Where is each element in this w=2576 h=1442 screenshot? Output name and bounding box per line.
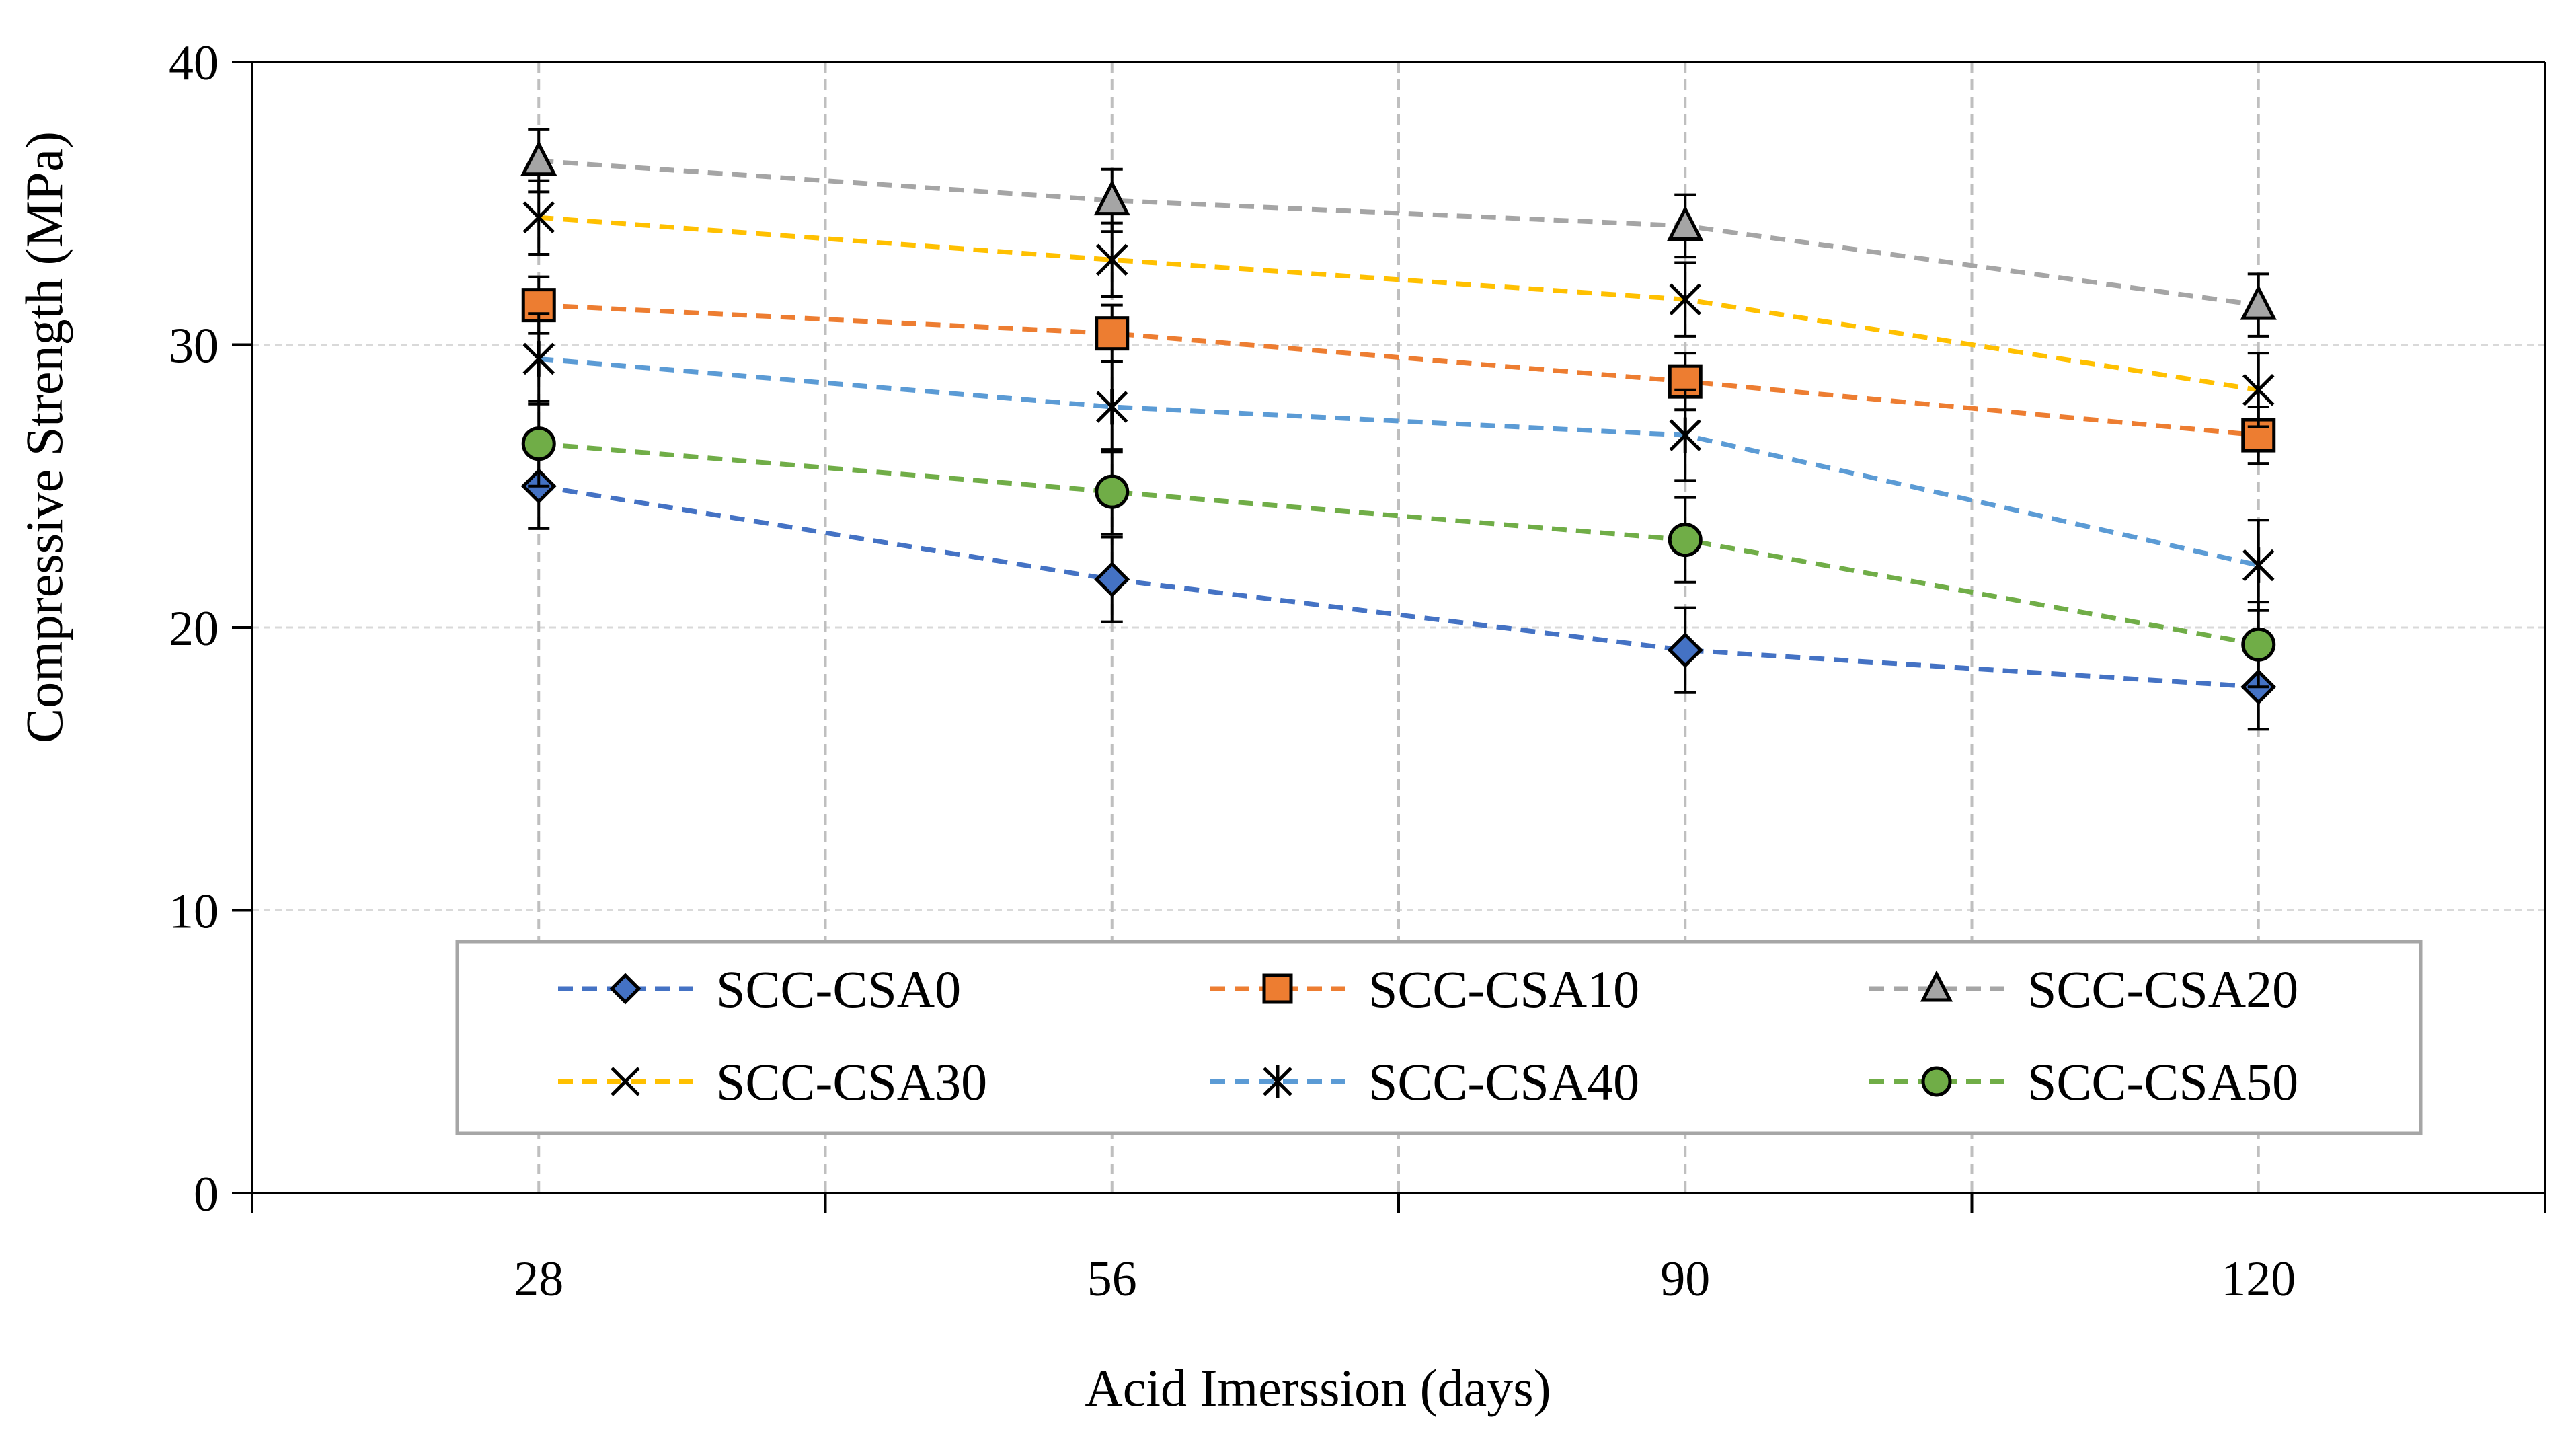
legend-marker <box>1263 1065 1292 1098</box>
legend-marker <box>611 1067 640 1096</box>
marker-stroke <box>1669 283 1702 315</box>
data-point <box>1667 205 1704 241</box>
y-tick-label: 20 <box>169 601 219 656</box>
data-point <box>1667 632 1703 669</box>
data-point <box>1095 474 1130 509</box>
y-tick-label: 0 <box>194 1167 219 1222</box>
legend-box <box>455 940 2423 1135</box>
series-group <box>520 128 2277 731</box>
series-scc-csa30 <box>522 179 2275 428</box>
series-scc-csa20 <box>520 128 2277 338</box>
data-point <box>1094 561 1130 598</box>
data-point <box>2242 547 2275 583</box>
legend-item-scc-csa20: SCC-CSA20 <box>1869 960 2298 1018</box>
series-line <box>539 303 2259 438</box>
legend-marker <box>1921 1066 1952 1097</box>
legend-marker <box>1262 973 1293 1004</box>
series-line <box>538 441 2259 647</box>
y-tick-label: 10 <box>169 884 219 940</box>
data-point <box>2241 627 2276 662</box>
data-point <box>1668 523 1703 558</box>
y-axis-title: Compressive Strength (MPa) <box>15 131 73 743</box>
series-scc-csa50 <box>521 400 2276 689</box>
data-point <box>521 426 556 461</box>
x-tick-label: 28 <box>514 1252 563 1307</box>
y-tick-label: 30 <box>169 319 219 374</box>
legend-item-scc-csa40: SCC-CSA40 <box>1210 1053 1639 1111</box>
series-scc-csa40 <box>522 312 2275 612</box>
legend-label: SCC-CSA0 <box>716 960 961 1018</box>
data-point <box>2240 284 2277 320</box>
marker-stroke <box>611 1067 640 1096</box>
data-point <box>1095 243 1128 276</box>
legend-item-scc-csa0: SCC-CSA0 <box>558 960 961 1018</box>
data-point <box>522 201 555 234</box>
axes: 0 10 20 30 40 28 56 90 120 <box>169 36 2546 1307</box>
legend-marker <box>609 973 641 1005</box>
legend: SCC-CSA0 SCC-CSA10 SCC-CSA20 SCC-CSA30 SCC-C… <box>455 940 2423 1135</box>
marker-stroke <box>2242 374 2275 406</box>
x-tick-label: 90 <box>1660 1252 1710 1307</box>
data-point <box>1095 389 1128 425</box>
data-point <box>520 140 557 176</box>
marker-stroke <box>522 201 555 234</box>
series-line <box>539 158 2259 308</box>
x-tick-label: 56 <box>1087 1252 1137 1307</box>
legend-item-scc-csa10: SCC-CSA10 <box>1210 960 1639 1018</box>
x-axis-title: Acid Imerssion (days) <box>1085 1359 1551 1417</box>
x-tick-label: 120 <box>2221 1252 2296 1307</box>
legend-item-scc-csa50: SCC-CSA50 <box>1869 1053 2298 1111</box>
legend-label: SCC-CSA50 <box>2027 1053 2298 1111</box>
series-line <box>538 215 2259 393</box>
data-point <box>1095 316 1130 351</box>
legend-label: SCC-CSA30 <box>716 1053 987 1111</box>
data-point <box>1093 180 1130 216</box>
data-point <box>1669 283 1702 315</box>
legend-item-scc-csa30: SCC-CSA30 <box>558 1053 987 1111</box>
legend-label: SCC-CSA20 <box>2027 960 2298 1018</box>
data-point <box>2242 374 2275 406</box>
y-tick-label: 40 <box>169 36 219 91</box>
marker-stroke <box>1095 243 1128 276</box>
legend-label: SCC-CSA10 <box>1368 960 1639 1018</box>
legend-marker <box>1920 970 1953 1002</box>
legend-label: SCC-CSA40 <box>1368 1053 1639 1111</box>
data-point <box>522 341 555 377</box>
data-point <box>1669 417 1702 453</box>
